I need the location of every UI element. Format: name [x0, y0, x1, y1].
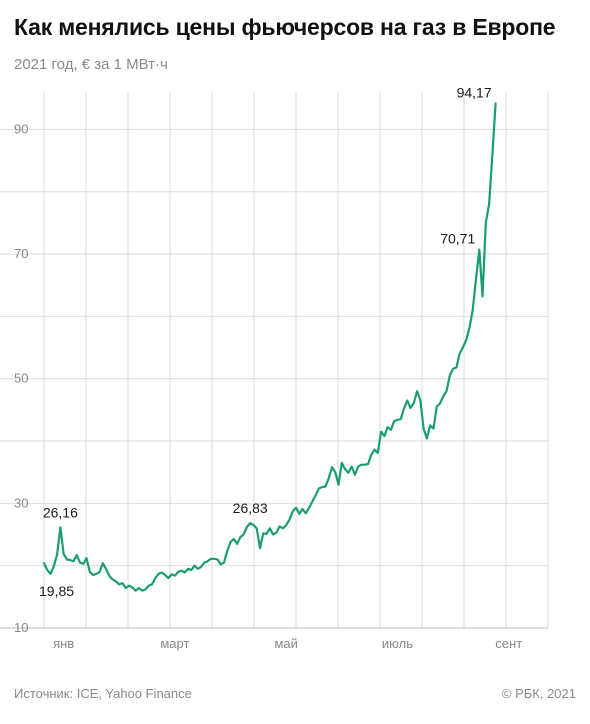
x-tick-label: июль — [382, 636, 413, 651]
x-tick-label: май — [274, 636, 297, 651]
x-tick-label: март — [160, 636, 189, 651]
series-layer — [42, 102, 497, 592]
line-chart: 10 30 50 70 90 янв март май июль сент 26,16 19,85… — [0, 84, 549, 651]
grid — [0, 92, 549, 629]
copyright: © РБК, 2021 — [501, 686, 576, 701]
source-note: Источник: ICE, Yahoo Finance — [14, 686, 192, 701]
data-label: 70,71 — [440, 231, 475, 247]
y-tick-label: 30 — [14, 495, 28, 510]
y-axis-ticks: 10 30 50 70 90 — [14, 121, 28, 635]
data-labels: 26,16 19,85 26,83 70,71 94,17 — [39, 84, 492, 598]
data-label: 26,83 — [233, 500, 268, 516]
x-tick-label: сент — [495, 636, 522, 651]
chart-title: Как менялись цены фьючерсов на газ в Евр… — [14, 14, 556, 40]
series-line — [42, 102, 497, 592]
y-tick-label: 90 — [14, 121, 28, 136]
data-label: 19,85 — [39, 583, 74, 599]
data-label: 26,16 — [43, 504, 78, 520]
chart-subtitle: 2021 год, € за 1 МВт·ч — [14, 56, 168, 73]
data-label: 94,17 — [457, 84, 492, 100]
y-tick-label: 50 — [14, 371, 28, 386]
x-tick-label: янв — [53, 636, 74, 651]
x-axis-ticks: янв март май июль сент — [53, 636, 522, 651]
y-tick-label: 10 — [14, 620, 28, 635]
y-tick-label: 70 — [14, 246, 28, 261]
